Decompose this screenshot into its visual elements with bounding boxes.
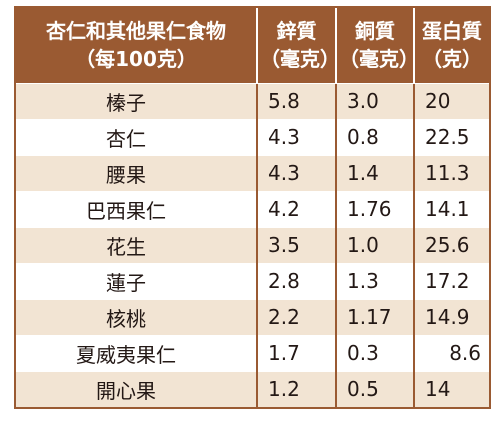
header-copper-line2: （毫克） xyxy=(339,47,419,72)
header-row: 杏仁和其他果仁食物 （每100克） 鋅質 （毫克） 銅質 （毫克） 蛋白質 （克… xyxy=(16,8,489,83)
header-food-name: 杏仁和其他果仁食物 （每100克） xyxy=(16,8,257,83)
table-row: 花生 3.5 1.0 25.6 xyxy=(16,226,489,263)
nut-nutrition-table: 杏仁和其他果仁食物 （每100克） 鋅質 （毫克） 銅質 （毫克） 蛋白質 （克… xyxy=(16,8,489,407)
row-zinc-value: 1.2 xyxy=(256,370,336,407)
row-food-name: 開心果 xyxy=(16,370,257,407)
header-zinc: 鋅質 （毫克） xyxy=(256,8,340,83)
row-zinc-value: 3.5 xyxy=(256,226,336,263)
row-zinc-value: 1.7 xyxy=(256,334,336,371)
header-food-name-line2: （每100克） xyxy=(75,47,197,72)
row-copper-value: 1.3 xyxy=(335,262,414,299)
row-copper-value: 0.8 xyxy=(335,118,414,155)
row-food-name: 杏仁 xyxy=(16,118,257,155)
header-zinc-line2: （毫克） xyxy=(260,47,340,72)
row-copper-value: 1.76 xyxy=(335,190,414,227)
nutrition-table-frame: 杏仁和其他果仁食物 （每100克） 鋅質 （毫克） 銅質 （毫克） 蛋白質 （克… xyxy=(14,6,491,409)
row-zinc-value: 4.2 xyxy=(256,190,336,227)
row-copper-value: 1.17 xyxy=(335,298,414,335)
row-protein-value: 14.9 xyxy=(413,298,489,335)
row-zinc-value: 2.2 xyxy=(256,298,336,335)
table-header: 杏仁和其他果仁食物 （每100克） 鋅質 （毫克） 銅質 （毫克） 蛋白質 （克… xyxy=(16,8,489,83)
row-copper-value: 0.5 xyxy=(335,370,414,407)
row-copper-value: 1.0 xyxy=(335,226,414,263)
table-row: 夏威夷果仁 1.7 0.3 8.6 xyxy=(16,334,489,371)
row-food-name: 夏威夷果仁 xyxy=(16,334,257,371)
row-protein-value: 14 xyxy=(413,370,489,407)
row-zinc-value: 2.8 xyxy=(256,262,336,299)
header-copper-line1: 銅質 xyxy=(355,19,395,44)
table-row: 巴西果仁 4.2 1.76 14.1 xyxy=(16,190,489,227)
row-food-name: 腰果 xyxy=(16,154,257,191)
table-row: 榛子 5.8 3.0 20 xyxy=(16,82,489,119)
header-copper: 銅質 （毫克） xyxy=(335,8,419,83)
row-protein-value: 11.3 xyxy=(413,154,489,191)
row-food-name: 巴西果仁 xyxy=(16,190,257,227)
row-protein-value: 20 xyxy=(413,82,489,119)
row-copper-value: 3.0 xyxy=(335,82,414,119)
row-food-name: 榛子 xyxy=(16,82,257,119)
row-zinc-value: 4.3 xyxy=(256,154,336,191)
row-copper-value: 0.3 xyxy=(335,334,414,371)
row-protein-value: 14.1 xyxy=(413,190,489,227)
row-copper-value: 1.4 xyxy=(335,154,414,191)
header-food-name-line1: 杏仁和其他果仁食物 xyxy=(46,19,226,44)
table-row: 杏仁 4.3 0.8 22.5 xyxy=(16,118,489,155)
header-zinc-line1: 鋅質 xyxy=(276,19,317,44)
header-protein-line2: （克） xyxy=(422,47,482,72)
row-protein-value: 22.5 xyxy=(413,118,489,155)
row-food-name: 蓮子 xyxy=(16,262,257,299)
row-protein-value: 8.6 xyxy=(413,334,489,371)
row-zinc-value: 4.3 xyxy=(256,118,336,155)
table-body: 榛子 5.8 3.0 20 杏仁 4.3 0.8 22.5 腰果 4.3 1.4… xyxy=(16,82,489,407)
row-protein-value: 17.2 xyxy=(413,262,489,299)
row-food-name: 核桃 xyxy=(16,298,257,335)
table-row: 腰果 4.3 1.4 11.3 xyxy=(16,154,489,191)
row-protein-value: 25.6 xyxy=(413,226,489,263)
header-protein-line1: 蛋白質 xyxy=(422,19,482,44)
table-row: 核桃 2.2 1.17 14.9 xyxy=(16,298,489,335)
table-row: 蓮子 2.8 1.3 17.2 xyxy=(16,262,489,299)
row-zinc-value: 5.8 xyxy=(256,82,336,119)
header-protein: 蛋白質 （克） xyxy=(413,8,489,83)
table-row: 開心果 1.2 0.5 14 xyxy=(16,370,489,407)
row-food-name: 花生 xyxy=(16,226,257,263)
